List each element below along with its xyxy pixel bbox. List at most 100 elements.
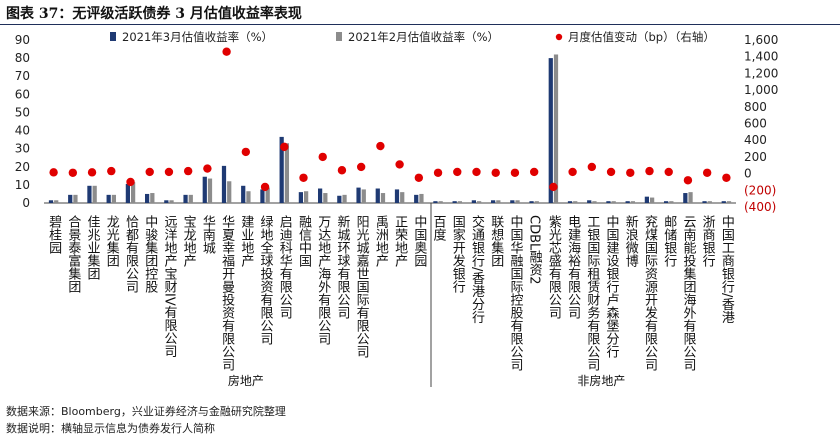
bar-feb bbox=[380, 193, 386, 203]
right-axis-ticks: (400) (200) 0 200 400 600 800 1,000 1,200 1,400 1,… bbox=[744, 33, 778, 214]
change-dot bbox=[87, 168, 97, 177]
bar-march bbox=[433, 201, 438, 203]
bar-feb bbox=[515, 200, 520, 203]
category-label: 龙光集团 bbox=[104, 215, 120, 267]
bar-march bbox=[414, 194, 419, 203]
category-label: 百度 bbox=[431, 215, 447, 241]
bar-march bbox=[202, 176, 207, 203]
bar-march bbox=[356, 187, 361, 203]
category-label: 工银国际租赁财务有限公司 bbox=[584, 215, 600, 371]
group-label: 非房地产 bbox=[577, 373, 625, 388]
axes bbox=[44, 202, 736, 387]
left-tick-label: 60 bbox=[15, 87, 30, 101]
bar-march bbox=[721, 201, 726, 203]
change-dot bbox=[683, 176, 693, 185]
bar-feb bbox=[650, 197, 655, 203]
bar-feb bbox=[342, 194, 347, 203]
bar-march bbox=[606, 201, 611, 203]
left-tick-label: 20 bbox=[15, 160, 30, 174]
category-label: 恰都有限公司 bbox=[123, 215, 139, 293]
change-dot bbox=[664, 167, 673, 177]
series-feb-bars bbox=[54, 54, 732, 203]
change-dot bbox=[587, 162, 597, 172]
bar-march bbox=[452, 201, 457, 203]
chart-title: 图表 37：无评级活跃债券 3 月估值收益率表现 bbox=[6, 6, 302, 22]
bar-feb bbox=[457, 201, 463, 203]
bar-march bbox=[683, 193, 688, 203]
change-dot bbox=[183, 166, 193, 176]
group-labels: 房地产 非房地产 bbox=[228, 373, 626, 388]
right-tick-label: (200) bbox=[744, 183, 776, 197]
category-label: 禹洲地产 bbox=[373, 215, 389, 268]
left-tick-label: 30 bbox=[15, 142, 30, 156]
bar-march bbox=[183, 194, 188, 203]
bar-feb bbox=[54, 200, 59, 203]
bar-feb bbox=[227, 181, 232, 203]
bar-feb bbox=[284, 143, 290, 203]
right-tick-label: 1,600 bbox=[744, 33, 778, 47]
bar-march bbox=[510, 200, 515, 203]
change-dot bbox=[722, 173, 731, 182]
bar-feb bbox=[438, 201, 443, 203]
bar-march bbox=[375, 188, 380, 203]
change-dot bbox=[645, 166, 654, 176]
right-tick-label: 1,000 bbox=[744, 83, 778, 97]
bar-feb bbox=[630, 201, 636, 203]
data-note: 数据说明：横轴显示信息为债券发行人简称 bbox=[6, 422, 215, 435]
bar-feb bbox=[534, 201, 539, 203]
bar-march bbox=[567, 201, 573, 203]
bar-feb bbox=[707, 201, 712, 203]
legend-march-label: 2021年3月估值收益率（%） bbox=[122, 30, 273, 44]
bar-march bbox=[298, 192, 303, 203]
right-tick-label: 1,200 bbox=[744, 66, 778, 80]
change-dot bbox=[626, 168, 635, 177]
series-march-bars bbox=[48, 58, 726, 203]
chart: 2021年3月估值收益率（%） 2021年2月估值收益率（%） 月度估值变动（bp）… bbox=[15, 30, 779, 388]
change-dot bbox=[376, 141, 385, 151]
bar-feb bbox=[207, 178, 213, 203]
category-label: 交通银行/香港分行 bbox=[469, 214, 485, 324]
change-dot bbox=[241, 147, 251, 157]
bar-march bbox=[702, 201, 707, 203]
bar-march bbox=[106, 194, 111, 203]
category-label: 新城环球有限公司 bbox=[334, 214, 350, 319]
bar-march bbox=[529, 201, 534, 203]
bar-march bbox=[625, 201, 630, 203]
right-tick-label: 600 bbox=[744, 117, 767, 131]
bar-march bbox=[260, 189, 265, 203]
bar-feb bbox=[150, 193, 155, 203]
bar-march bbox=[317, 188, 323, 203]
series-change-dots bbox=[49, 47, 731, 192]
bar-feb bbox=[669, 201, 674, 203]
category-label: 国家开发银行 bbox=[450, 215, 466, 294]
bar-feb bbox=[92, 185, 97, 203]
change-dot bbox=[568, 167, 577, 177]
category-label: 宝龙地产 bbox=[181, 215, 197, 268]
category-label: 绿地全球投资有限公司 bbox=[258, 215, 274, 345]
change-dot bbox=[203, 164, 212, 173]
category-label: 正荣地产 bbox=[392, 215, 408, 268]
change-dot bbox=[472, 167, 481, 177]
bar-feb bbox=[419, 193, 424, 203]
bar-march bbox=[587, 200, 592, 203]
bar-feb bbox=[400, 192, 405, 203]
change-dot bbox=[702, 168, 712, 177]
bar-feb bbox=[611, 201, 616, 203]
bar-march bbox=[644, 196, 649, 203]
legend-feb-swatch bbox=[336, 32, 342, 41]
bar-march bbox=[394, 189, 400, 203]
category-label: 新浪微博 bbox=[623, 214, 639, 267]
right-tick-label: 200 bbox=[744, 150, 767, 164]
category-label: 联想集团 bbox=[488, 215, 504, 267]
right-tick-label: 0 bbox=[744, 167, 752, 181]
left-tick-label: 50 bbox=[15, 105, 30, 119]
change-dot bbox=[529, 167, 539, 177]
left-tick-label: 70 bbox=[15, 69, 30, 83]
bar-march bbox=[125, 183, 130, 203]
change-dot bbox=[433, 168, 443, 177]
category-label: 中骏集团控股 bbox=[142, 215, 158, 294]
category-label: 中国建设银行卢森堡分行 bbox=[604, 215, 620, 359]
change-dot bbox=[549, 182, 558, 192]
change-dot bbox=[356, 162, 366, 172]
bar-feb bbox=[111, 194, 117, 203]
